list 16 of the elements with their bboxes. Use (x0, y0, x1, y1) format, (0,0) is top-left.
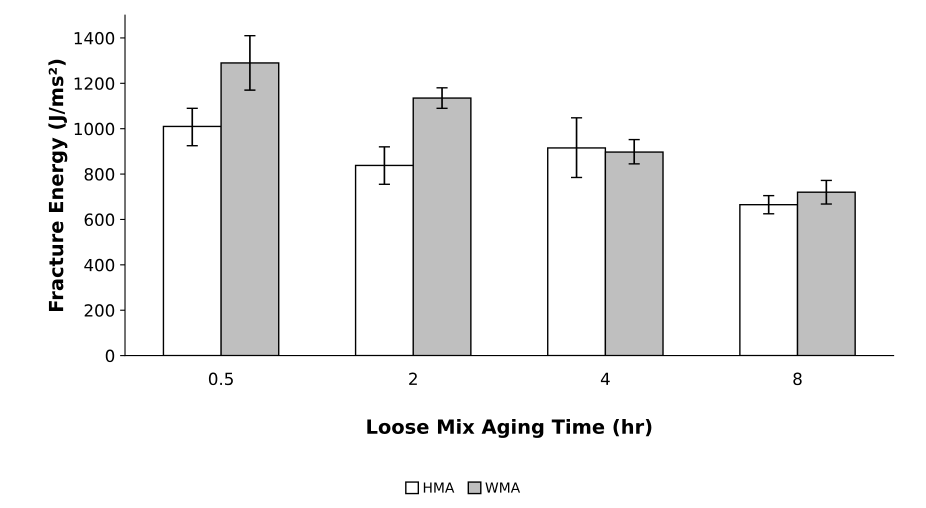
y-tick-label: 1400 (74, 32, 114, 44)
x-tick-label: 8 (793, 372, 802, 386)
y-tick-label: 200 (84, 304, 114, 317)
x-tick-label: 2 (409, 372, 417, 385)
legend-label: WMA (485, 482, 520, 493)
y-tick-label: 0 (106, 350, 114, 362)
y-tick-label: 1200 (74, 77, 114, 90)
x-axis-title: Loose Mix Aging Time (hr) (367, 418, 652, 438)
legend-label: HMA (424, 482, 454, 493)
y-tick-label: 1000 (74, 122, 114, 136)
y-tick-label: 400 (84, 258, 114, 272)
x-tick-label: 4 (600, 372, 610, 385)
y-axis-title: Fracture Energy (J/ms²) (48, 60, 68, 311)
y-tick-label: 800 (84, 168, 114, 181)
y-tick-label: 600 (84, 213, 114, 226)
x-tick-label: 0.5 (208, 372, 233, 386)
